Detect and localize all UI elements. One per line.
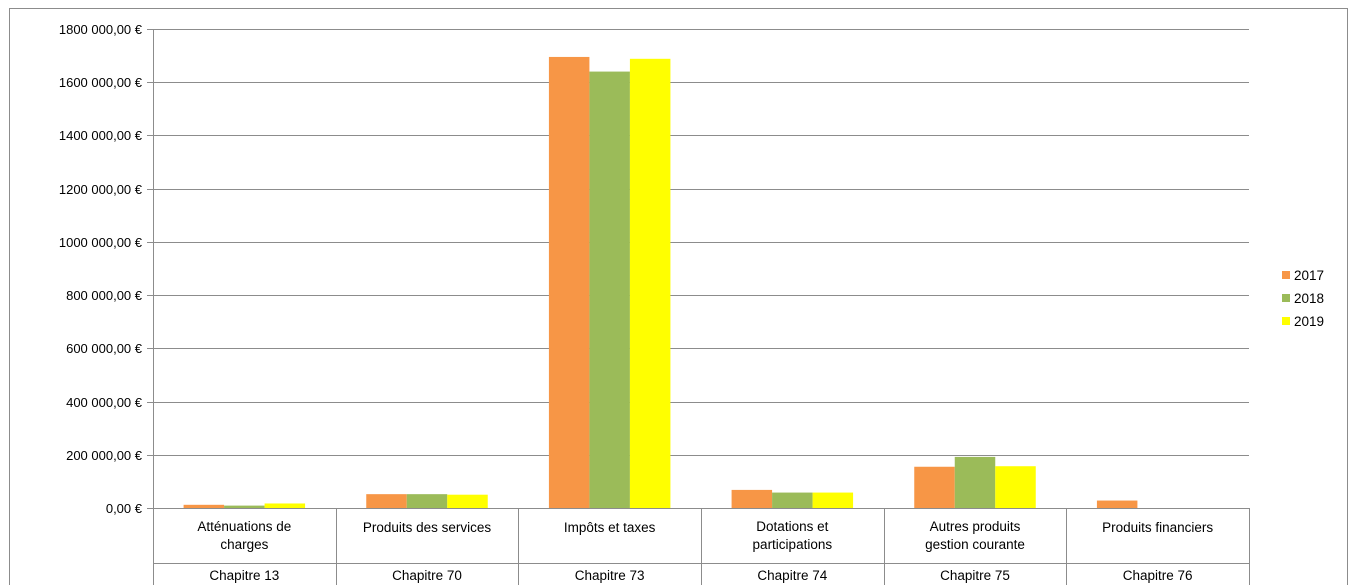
bar-2018 [589, 71, 630, 509]
y-tick-label: 800 000,00 € [66, 288, 143, 303]
bar-2019 [629, 58, 671, 508]
category-label: charges [220, 537, 268, 552]
y-tick-label: 1200 000,00 € [59, 182, 143, 197]
bar-2018 [772, 492, 813, 508]
category-label: gestion courante [925, 537, 1025, 552]
chapter-label: Chapitre 74 [757, 568, 827, 583]
bar-2019 [447, 494, 488, 508]
legend-swatch-2019 [1282, 317, 1290, 325]
legend-label: 2018 [1294, 291, 1324, 306]
legend-swatch-2017 [1282, 271, 1290, 279]
y-tick-label: 1800 000,00 € [59, 22, 143, 37]
chapter-label: Chapitre 70 [392, 568, 462, 583]
legend-label: 2017 [1294, 268, 1324, 283]
chapter-label: Chapitre 76 [1123, 568, 1193, 583]
category-label: Atténuations de [197, 519, 291, 534]
category-label: Impôts et taxes [564, 520, 656, 535]
bar-2017 [1096, 500, 1138, 508]
y-tick-label: 1400 000,00 € [59, 128, 143, 143]
y-tick-label: 200 000,00 € [66, 448, 143, 463]
bar-2017 [731, 489, 773, 508]
bar-2017 [914, 466, 955, 508]
bar-2017 [183, 504, 225, 508]
y-tick-label: 600 000,00 € [66, 341, 143, 356]
y-tick-label: 400 000,00 € [66, 395, 143, 410]
y-tick-label: 1600 000,00 € [59, 75, 143, 90]
y-tick-label: 0,00 € [106, 501, 143, 516]
category-label: participations [753, 537, 833, 552]
bar-2018 [954, 456, 996, 508]
bar-2017 [548, 56, 590, 509]
bar-2017 [366, 494, 407, 508]
chapter-label: Chapitre 75 [940, 568, 1010, 583]
bar-2018 [224, 505, 265, 508]
legend-label: 2019 [1294, 314, 1324, 329]
category-label: Produits des services [363, 520, 492, 535]
category-label: Autres produits [930, 519, 1021, 534]
bar-2018 [406, 494, 448, 508]
y-tick-label: 1000 000,00 € [59, 235, 143, 250]
bar-2019 [812, 492, 854, 508]
category-label: Produits financiers [1102, 520, 1213, 535]
chapter-label: Chapitre 13 [209, 568, 279, 583]
chapter-label: Chapitre 73 [575, 568, 645, 583]
legend-swatch-2018 [1282, 294, 1290, 302]
category-label: Dotations et [756, 519, 828, 534]
bar-2019 [264, 503, 306, 508]
bar-2019 [995, 466, 1036, 508]
